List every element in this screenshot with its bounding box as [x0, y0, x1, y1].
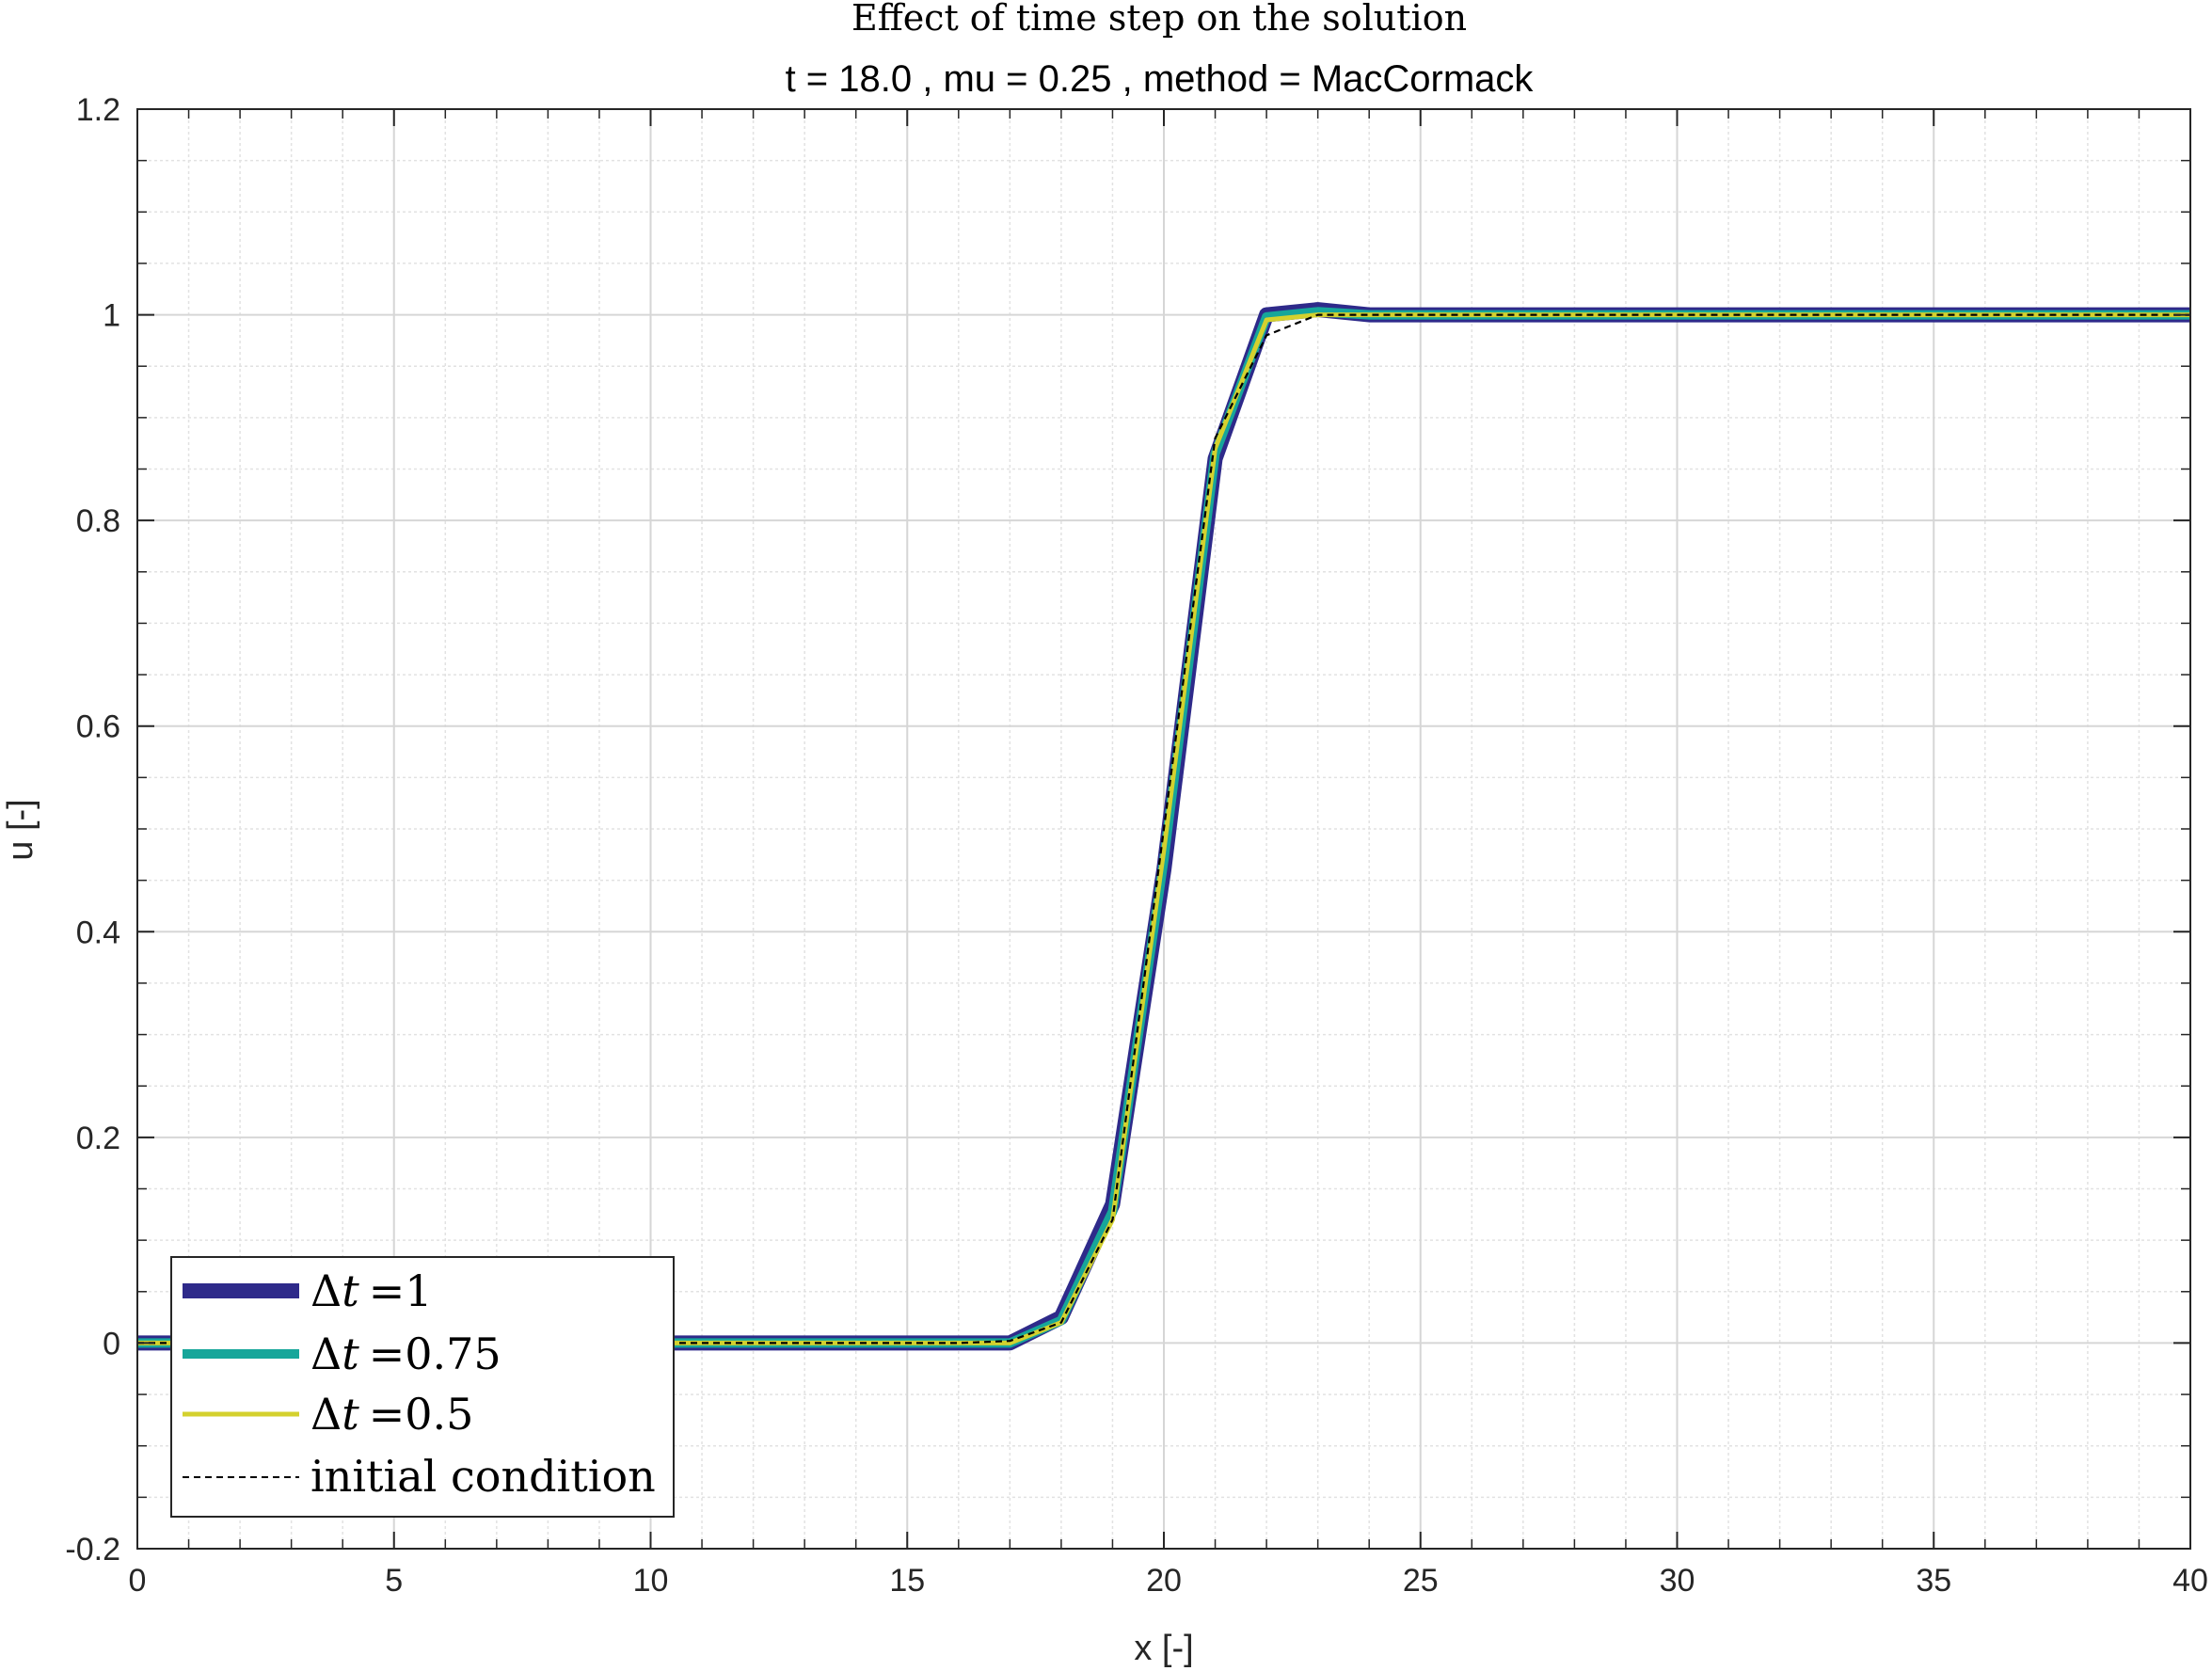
- x-tick-label: 0: [129, 1563, 147, 1599]
- x-tick-labels: 0 5 10 15 20 25 30 35 40: [129, 1563, 2208, 1599]
- x-tick-label: 5: [385, 1563, 403, 1599]
- legend-var-dt-075: t: [342, 1329, 359, 1379]
- y-tick-label: -0.2: [65, 1532, 120, 1568]
- legend-label-initial-condition: initial condition: [310, 1451, 656, 1502]
- y-tick-label: 1: [103, 298, 120, 334]
- legend-symbol-dt-075: Δ: [310, 1329, 342, 1379]
- legend-var-dt-1: t: [342, 1265, 359, 1316]
- x-tick-label: 30: [1660, 1563, 1695, 1599]
- x-tick-label: 35: [1916, 1563, 1951, 1599]
- x-tick-label: 10: [633, 1563, 669, 1599]
- legend: Δt =1 Δt =0.75 Δt =0.5 initial condition: [170, 1256, 675, 1518]
- legend-var-dt-05: t: [342, 1389, 359, 1440]
- y-tick-label: 1.2: [76, 92, 120, 128]
- y-tick-label: 0.8: [76, 503, 120, 539]
- y-axis-title: u [-]: [1, 799, 40, 860]
- x-axis-title: x [-]: [1134, 1629, 1193, 1668]
- y-tick-label: 0.6: [76, 709, 120, 745]
- y-tick-label: 0: [103, 1326, 120, 1361]
- chart-subtitle: t = 18.0 , mu = 0.25 , method = MacCorma…: [786, 58, 1535, 100]
- chart-title: Effect of time step on the solution: [851, 0, 1467, 39]
- legend-entry-dt-05: Δt =0.5: [183, 1389, 473, 1440]
- x-tick-label: 25: [1403, 1563, 1439, 1599]
- legend-label-dt-05: Δt =0.5: [310, 1389, 473, 1440]
- x-tick-label: 40: [2172, 1563, 2208, 1599]
- legend-value-dt-075: =0.75: [369, 1329, 501, 1379]
- legend-symbol-dt-05: Δ: [310, 1389, 342, 1440]
- legend-label-dt-075: Δt =0.75: [310, 1329, 501, 1379]
- x-tick-label: 20: [1146, 1563, 1182, 1599]
- legend-symbol-dt-1: Δ: [310, 1265, 342, 1316]
- x-tick-label: 15: [889, 1563, 925, 1599]
- legend-label-dt-1: Δt =1: [310, 1265, 433, 1316]
- legend-entry-initial-condition: initial condition: [183, 1451, 656, 1502]
- axis-ticks: [136, 108, 2191, 1550]
- y-tick-labels: -0.2 0 0.2 0.4 0.6 0.8 1 1.2: [65, 92, 120, 1568]
- legend-box: [170, 1256, 675, 1518]
- legend-value-dt-1: =1: [369, 1265, 433, 1316]
- y-tick-label: 0.4: [76, 915, 120, 950]
- legend-entry-dt-075: Δt =0.75: [183, 1329, 501, 1379]
- y-tick-label: 0.2: [76, 1121, 120, 1156]
- legend-entry-dt-1: Δt =1: [183, 1265, 433, 1316]
- legend-value-dt-05: =0.5: [369, 1389, 474, 1440]
